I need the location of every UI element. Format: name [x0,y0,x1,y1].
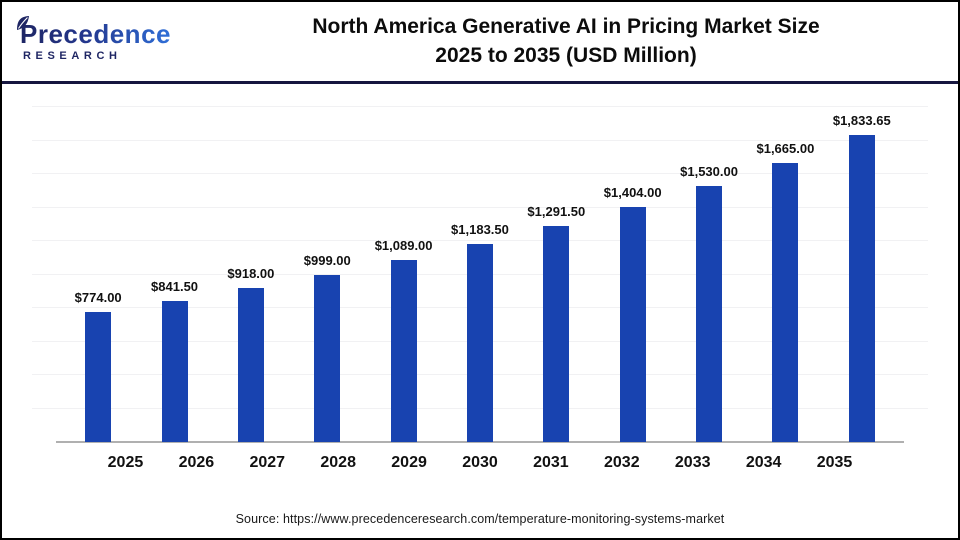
bar-column: $841.50 [136,279,212,442]
header-divider [2,81,958,84]
bar-column: $1,530.00 [671,164,747,442]
leaf-icon [16,15,30,36]
brand-name: Precedence [20,19,171,49]
x-tick-label: 2027 [249,454,286,471]
chart-title-line2: 2025 to 2035 (USD Million) [435,43,697,67]
chart-title-line1: North America Generative AI in Pricing M… [312,14,820,38]
source-line: Source: https://www.precedenceresearch.c… [235,512,725,526]
x-tick-label: 2026 [178,454,215,471]
header: Precedence RESEARCH North America Genera… [2,2,958,81]
bar-column: $1,291.50 [518,204,594,442]
bar-column: $1,183.50 [442,222,518,442]
x-tick-label: 2029 [391,454,427,471]
x-tick-label: 2030 [462,454,498,471]
bar-column: $999.00 [289,253,365,442]
x-tick-label: 2028 [320,454,356,471]
bar-column: $1,404.00 [595,185,671,442]
bar-chart: $774.00 $841.50 $918.00 $999.00 $1,089.00 $1,… [32,106,928,472]
x-tick-label: 2032 [604,454,640,471]
bar-2027 [237,288,264,442]
x-tick-label: 2025 [107,454,144,471]
bars-row: $774.00 $841.50 $918.00 $999.00 $1,089.00 $1,… [60,113,900,442]
gridline [32,206,928,208]
bar-2028 [314,274,341,442]
value-label: $1,404.00 [603,184,662,200]
gridline [32,106,928,107]
bar-2026 [161,301,188,442]
brand-logo: Precedence RESEARCH [12,16,192,62]
bar-2025 [85,312,112,442]
x-tick-label: 2035 [816,454,853,471]
gridline [32,139,928,141]
gridline [32,173,928,174]
bar-column: $774.00 [60,290,136,442]
bar-column: $1,665.00 [747,141,823,442]
bar-2032 [619,206,646,442]
bar-column: $1,833.65 [824,113,900,442]
x-axis-labels: 2025 2026 2027 2028 2029 2030 2031 2032 2033 2034… [90,442,870,472]
chart-title: North America Generative AI in Pricing M… [192,13,948,71]
value-label: $1,665.00 [756,141,815,157]
bar-2034 [772,163,799,442]
value-label: $774.00 [74,290,122,306]
value-label: $1,291.50 [527,203,586,219]
bar-2029 [390,259,417,442]
bar-2033 [696,185,723,442]
value-label: $1,089.00 [374,237,433,253]
value-label: $999.00 [303,252,351,268]
brand-subtitle: RESEARCH [20,50,192,62]
gridline [32,240,928,241]
bar-2030 [466,243,493,442]
value-label: $1,833.65 [832,112,891,128]
value-label: $1,530.00 [680,163,738,179]
plot-area: $774.00 $841.50 $918.00 $999.00 $1,089.00 $1,… [32,106,928,443]
x-axis-line [56,441,904,443]
value-label: $1,183.50 [451,221,509,237]
bar-2035 [848,134,875,442]
value-label: $841.50 [151,279,199,295]
x-tick-label: 2031 [533,454,569,471]
bar-column: $918.00 [213,266,289,442]
bar-2031 [543,225,570,442]
x-tick-label: 2033 [674,454,711,471]
bar-column: $1,089.00 [365,238,441,442]
x-tick-label: 2034 [745,454,782,471]
value-label: $918.00 [227,266,275,282]
